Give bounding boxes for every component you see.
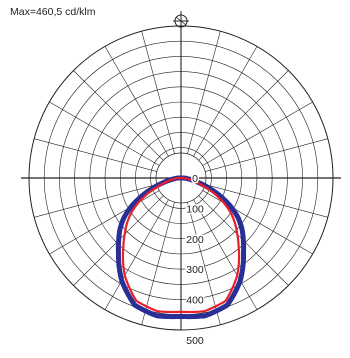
grid-spoke-105 [205,138,328,172]
tick-label-300: 300 [186,264,204,276]
grid-spoke-210 [104,46,169,157]
grid-spoke-165 [187,31,221,154]
grid-spoke-240 [49,101,160,166]
grid-spoke-135 [198,70,289,161]
grid-spoke-285 [34,184,157,218]
grid-spoke-345 [141,202,175,325]
radial-tick-labels: 0 100 200 300 400 500 [185,172,206,349]
tick-label-100: 100 [186,203,204,215]
grid-spoke-330 [104,199,169,310]
tick-label-400: 400 [186,295,204,307]
grid-spoke-30 [193,199,258,310]
grid-spoke-195 [141,31,175,154]
max-intensity-label: Max=460,5 cd/klm [10,6,96,18]
tick-label-0: 0 [192,173,198,185]
grid-spoke-255 [34,138,157,172]
luminaire-symbol-icon [173,11,189,31]
curve-c90_c270 [115,175,247,320]
curve-c0_c180 [121,176,241,314]
grid-spoke-120 [202,101,313,166]
intensity-curves [115,175,247,320]
grid-spoke-150 [193,46,258,157]
tick-label-500: 500 [186,335,204,347]
grid-spoke-15 [187,202,221,325]
grid-spoke-75 [205,184,328,218]
tick-label-200: 200 [186,234,204,246]
grid-spoke-225 [73,70,164,161]
